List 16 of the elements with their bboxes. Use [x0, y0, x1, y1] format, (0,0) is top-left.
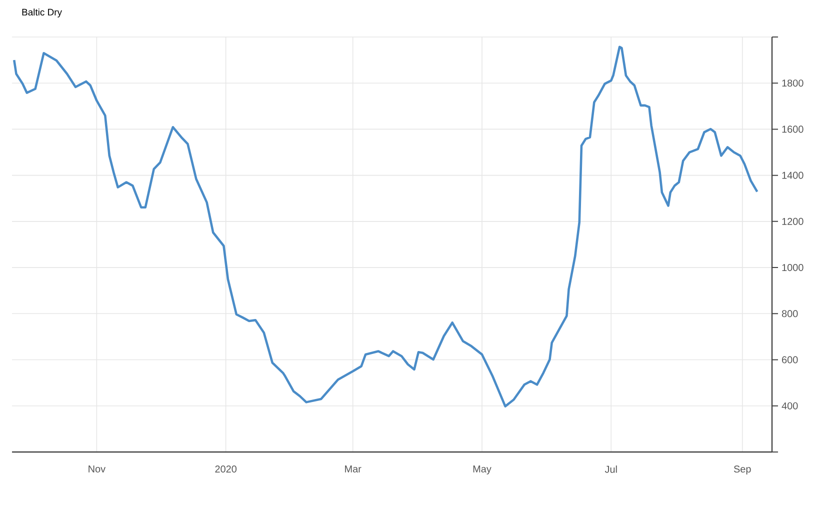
x-tick-label: Nov — [88, 466, 106, 472]
y-tick-label: 800 — [782, 310, 798, 318]
x-tick-label: Mar — [345, 466, 362, 472]
y-tick-label: 1400 — [782, 172, 804, 179]
y-tick-label: 400 — [782, 402, 798, 410]
y-tick-label: 1800 — [782, 80, 804, 87]
x-tick-label: Jul — [604, 466, 617, 473]
y-tick-label: 600 — [782, 356, 798, 364]
chart-title: Baltic Dry — [22, 8, 62, 18]
x-tick-label: 2020 — [215, 466, 237, 473]
y-tick-label: 1600 — [782, 126, 804, 133]
y-tick-label: 1000 — [782, 264, 804, 272]
line-series — [12, 46, 758, 408]
x-tick-label: May — [473, 466, 492, 474]
x-tick-label: Sep — [734, 466, 751, 475]
y-tick-label: 1200 — [782, 218, 804, 225]
